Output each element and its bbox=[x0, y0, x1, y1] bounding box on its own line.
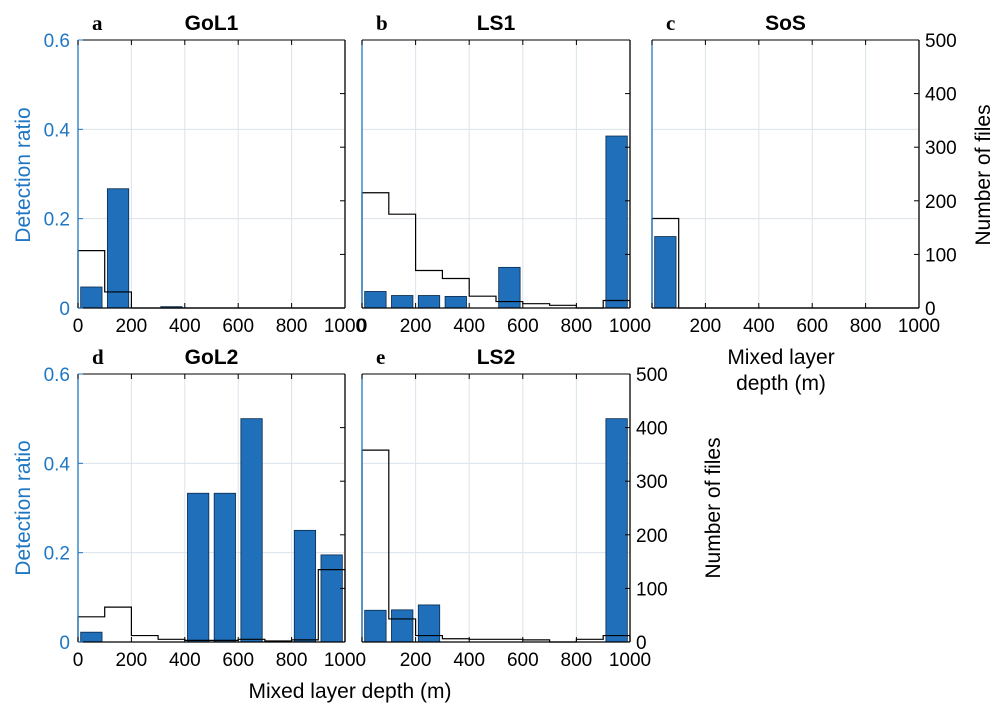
panel-b-title: LS1 bbox=[477, 12, 516, 35]
xlabel-bottom: Mixed layer depth (m) bbox=[248, 680, 451, 703]
panel-d-ratio-tick-label: 0.4 bbox=[44, 454, 71, 475]
panel-e-files-tick-label: 0 bbox=[636, 633, 647, 654]
panel-d-xtick-label: 0 bbox=[73, 650, 84, 671]
panel-e-files-tick-label: 200 bbox=[636, 526, 668, 547]
panel-b-ratio-bar bbox=[605, 135, 628, 309]
panel-c-xtick-label: 600 bbox=[796, 316, 828, 337]
panel-c-files-tick-label: 200 bbox=[925, 192, 957, 213]
panel-a-xtick-label: 200 bbox=[116, 316, 148, 337]
panel-e-ratio-bar bbox=[364, 609, 387, 643]
panel-d-xtick-label: 600 bbox=[222, 650, 254, 671]
panel-e-xtick-label: 600 bbox=[507, 650, 539, 671]
panel-e-xtick-label: 400 bbox=[453, 650, 485, 671]
panel-c-files-tick-label: 0 bbox=[925, 299, 936, 320]
panel-c-files-tick-label: 300 bbox=[925, 138, 957, 159]
panel-a-xtick-label: 1000 bbox=[324, 316, 366, 337]
panel-b-xtick-label: 1000 bbox=[609, 316, 651, 337]
panel-a-xtick-label: 400 bbox=[169, 316, 201, 337]
ylabel-left-bottom: Detection ratio bbox=[12, 440, 35, 575]
panel-e-xtick-label: 200 bbox=[400, 650, 432, 671]
panel-d-ratio-tick-label: 0.6 bbox=[44, 365, 70, 386]
panel-d-xtick-label: 200 bbox=[116, 650, 148, 671]
panel-d-ratio-bar bbox=[187, 492, 210, 643]
panel-e-files-tick-label: 500 bbox=[636, 365, 668, 386]
panel-d-files-histogram bbox=[77, 569, 346, 642]
panel-d-ratio-bar bbox=[240, 418, 263, 643]
panel-c-files-tick-label: 100 bbox=[925, 245, 957, 266]
panel-c-files-tick-label: 400 bbox=[925, 85, 957, 106]
ylabel-right-bottom: Number of files bbox=[702, 437, 725, 578]
xlabel-c-line2: depth (m) bbox=[736, 372, 826, 395]
panel-e-ratio-bar bbox=[417, 604, 441, 643]
panel-e-files-tick-label: 400 bbox=[636, 419, 668, 440]
panel-c-xtick-label: 1000 bbox=[898, 316, 940, 337]
panel-b-xtick-label: 0 bbox=[357, 316, 368, 337]
panel-a-letter: a bbox=[92, 11, 103, 35]
panel-d-ratio-bar bbox=[80, 631, 103, 643]
panel-c-letter: c bbox=[666, 11, 675, 35]
panel-e-files-tick-label: 300 bbox=[636, 472, 668, 493]
panel-c-xtick-label: 400 bbox=[743, 316, 775, 337]
panel-d-xtick-label: 400 bbox=[169, 650, 201, 671]
panel-c-files-tick-label: 500 bbox=[925, 31, 957, 52]
panel-e-ratio-bar bbox=[605, 418, 628, 643]
panel-e-ratio-bar bbox=[391, 609, 414, 643]
panel-d-ratio-bar bbox=[213, 492, 236, 643]
panel-e-files-tick-label: 100 bbox=[636, 579, 668, 600]
panel-a-xtick-label: 800 bbox=[276, 316, 308, 337]
panel-a-ratio-bar bbox=[106, 188, 130, 309]
panel-e-xtick-label: 800 bbox=[561, 650, 593, 671]
panel-b-ratio-bar bbox=[391, 295, 414, 309]
panel-e-files-histogram bbox=[361, 449, 631, 643]
panel-b-xtick-label: 800 bbox=[561, 316, 593, 337]
panel-d-letter: d bbox=[92, 345, 104, 369]
panel-a-ratio-tick-label: 0 bbox=[59, 299, 70, 320]
panel-c-xtick-label: 800 bbox=[850, 316, 882, 337]
panel-d-title: GoL2 bbox=[185, 346, 239, 369]
panel-d-ratio-bar bbox=[293, 529, 317, 643]
panel-a-xtick-label: 600 bbox=[222, 316, 254, 337]
xlabel-c-line1: Mixed layer bbox=[727, 346, 834, 369]
ylabel-right-top: Number of files bbox=[972, 104, 995, 245]
panel-b-files-histogram bbox=[361, 192, 631, 309]
panel-c-files-histogram bbox=[651, 217, 919, 309]
panel-a-ratio-tick-label: 0.2 bbox=[44, 210, 70, 231]
panel-e-letter: e bbox=[376, 345, 385, 369]
panel-a-ratio-tick-label: 0.4 bbox=[44, 120, 71, 141]
panel-a-ratio-tick-label: 0.6 bbox=[44, 31, 70, 52]
panel-b-ratio-bar bbox=[444, 295, 467, 309]
panel-c-title: SoS bbox=[765, 12, 806, 35]
panel-d-xtick-label: 1000 bbox=[324, 650, 366, 671]
panel-d-ratio-tick-label: 0 bbox=[59, 633, 70, 654]
panel-d-xtick-label: 800 bbox=[276, 650, 308, 671]
panel-e-xtick-label: 1000 bbox=[609, 650, 651, 671]
panel-b-xtick-label: 200 bbox=[400, 316, 432, 337]
panel-b-xtick-label: 400 bbox=[453, 316, 485, 337]
panel-b-xtick-label: 600 bbox=[507, 316, 539, 337]
panel-a-title: GoL1 bbox=[185, 12, 239, 35]
panel-c-ratio-bar bbox=[654, 236, 677, 309]
panel-d-ratio-tick-label: 0.2 bbox=[44, 544, 70, 565]
panel-b-ratio-bar bbox=[417, 295, 441, 309]
ylabel-left-top: Detection ratio bbox=[12, 107, 35, 242]
panel-e-title: LS2 bbox=[477, 346, 516, 369]
panel-b-letter: b bbox=[376, 11, 388, 35]
panel-a-ratio-bar bbox=[80, 286, 103, 309]
panel-b-ratio-bar bbox=[364, 291, 387, 309]
panel-c-xtick-label: 200 bbox=[690, 316, 722, 337]
panel-d-ratio-bar bbox=[320, 554, 343, 643]
panel-a-xtick-label: 0 bbox=[73, 316, 84, 337]
